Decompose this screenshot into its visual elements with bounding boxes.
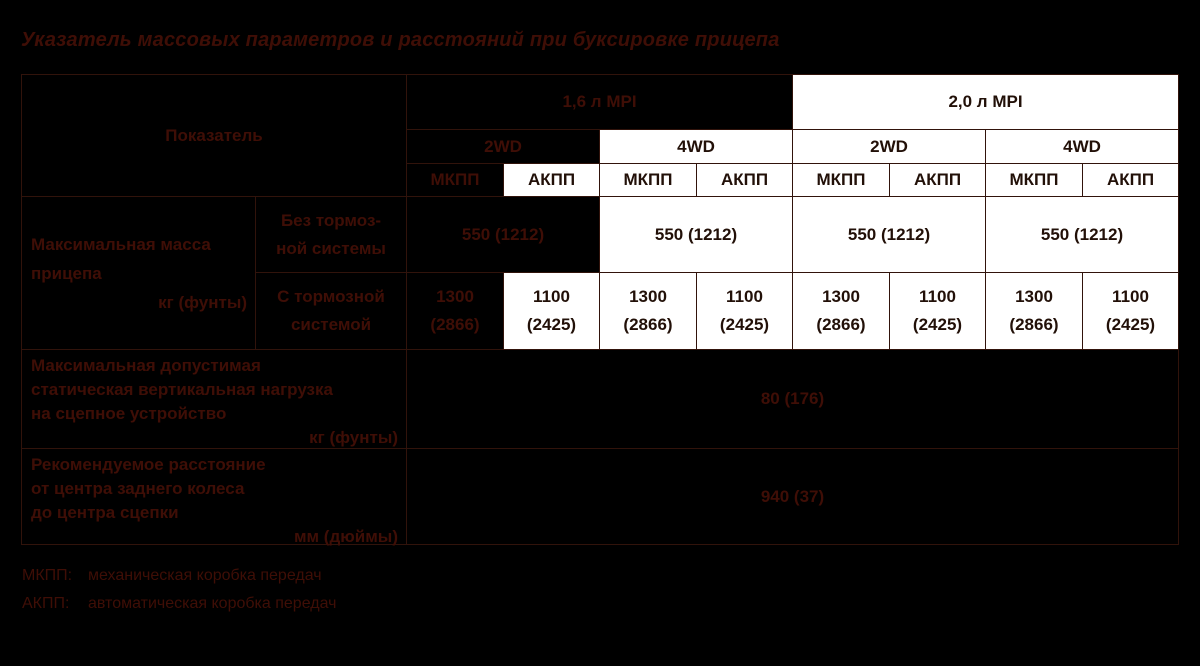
header-gearbox-5: МКПП [792,163,890,197]
row-label-hitch-distance: Рекомендуемое расстояние от центра задне… [21,448,407,546]
header-drive-20-4wd: 4WD [985,129,1179,164]
sub-label-no-brakes: Без тормоз- ной системы [255,196,407,273]
value-vertical-load: 80 (176) [406,349,1179,449]
header-gearbox-7: МКПП [985,163,1083,197]
header-gearbox-4: АКПП [696,163,793,197]
hitch-distance-unit: мм (дюймы) [293,526,398,546]
value-with-brakes-8: 1100 (2425) [1082,272,1179,350]
header-gearbox-8: АКПП [1082,163,1179,197]
value-no-brakes-16-2wd: 550 (1212) [406,196,600,273]
header-gearbox-1: МКПП [406,163,504,197]
header-gearbox-6: АКПП [889,163,986,197]
header-engine-1-6: 1,6 л MPI [406,74,793,130]
value-with-brakes-5: 1300 (2866) [792,272,890,350]
sub-label-with-brakes: С тормозной системой [255,272,407,350]
header-pokazatel: Показатель [21,74,407,197]
value-no-brakes-16-4wd: 550 (1212) [599,196,793,273]
trailer-mass-label-line1: Максимальная масса [31,234,211,254]
footnotes: МКПП: механическая коробка передач АКПП: а… [22,562,336,618]
towing-spec-table: Показатель 1,6 л MPI 2,0 л MPI 2WD 4WD 2… [21,74,1179,546]
value-with-brakes-2: 1100 (2425) [503,272,600,350]
note-akpp-abbr: АКПП: [22,595,70,612]
value-with-brakes-4: 1100 (2425) [696,272,793,350]
note-akpp: АКПП: автоматическая коробка передач [22,590,336,618]
header-gearbox-3: МКПП [599,163,697,197]
value-hitch-distance: 940 (37) [406,448,1179,545]
header-engine-2-0: 2,0 л MPI [792,74,1179,130]
note-akpp-text: автоматическая коробка передач [88,595,337,612]
value-with-brakes-6: 1100 (2425) [889,272,986,350]
note-mkpp-text: механическая коробка передач [88,567,322,584]
note-mkpp: МКПП: механическая коробка передач [22,562,336,590]
header-drive-20-2wd: 2WD [792,129,986,164]
value-with-brakes-1: 1300 (2866) [406,272,504,350]
row-label-vertical-load: Максимальная допустимая статическая верт… [21,349,407,449]
trailer-mass-label-line2: прицепа [31,263,102,283]
header-drive-16-2wd: 2WD [406,129,600,164]
vertical-load-unit: кг (фунты) [309,428,398,447]
header-drive-16-4wd: 4WD [599,129,793,164]
trailer-mass-unit: кг (фунты) [158,292,247,312]
row-label-trailer-mass: Максимальная масса прицепа кг (фунты) [21,196,256,350]
value-no-brakes-20-4wd: 550 (1212) [985,196,1179,273]
value-no-brakes-20-2wd: 550 (1212) [792,196,986,273]
note-mkpp-abbr: МКПП: [22,567,73,584]
value-with-brakes-7: 1300 (2866) [985,272,1083,350]
header-gearbox-2: АКПП [503,163,600,197]
value-with-brakes-3: 1300 (2866) [599,272,697,350]
page-title: Указатель массовых параметров и расстоян… [21,29,780,51]
